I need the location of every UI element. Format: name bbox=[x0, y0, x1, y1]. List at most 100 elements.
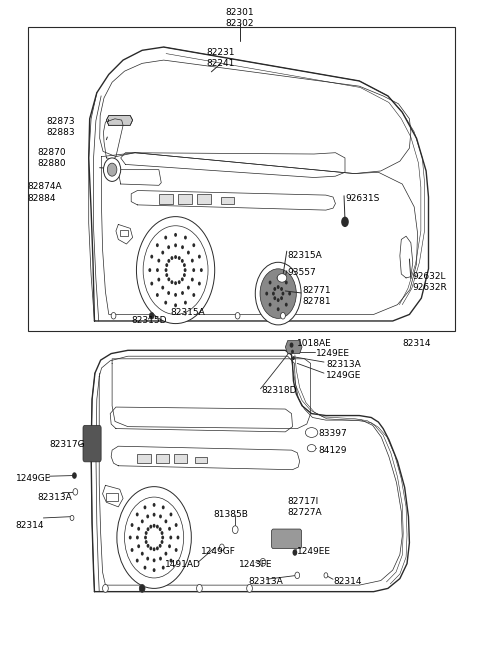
Circle shape bbox=[70, 515, 74, 521]
Circle shape bbox=[168, 259, 170, 263]
Circle shape bbox=[174, 244, 177, 248]
Circle shape bbox=[149, 312, 154, 319]
Circle shape bbox=[192, 268, 195, 272]
Circle shape bbox=[111, 312, 116, 319]
Circle shape bbox=[181, 277, 184, 281]
Circle shape bbox=[161, 540, 164, 544]
Bar bbox=[28, 28, 455, 331]
Circle shape bbox=[187, 286, 190, 290]
Circle shape bbox=[124, 497, 184, 578]
Text: 1491AD: 1491AD bbox=[165, 561, 201, 569]
Circle shape bbox=[165, 519, 168, 523]
Circle shape bbox=[139, 584, 145, 592]
Circle shape bbox=[141, 519, 144, 523]
Circle shape bbox=[146, 527, 149, 531]
FancyBboxPatch shape bbox=[83, 425, 101, 462]
Text: 82313A: 82313A bbox=[249, 577, 284, 586]
Text: 1243FE: 1243FE bbox=[239, 561, 273, 569]
Circle shape bbox=[144, 566, 146, 570]
Bar bbox=[107, 493, 118, 501]
Polygon shape bbox=[285, 341, 302, 354]
Circle shape bbox=[157, 278, 160, 282]
Circle shape bbox=[292, 356, 295, 360]
Circle shape bbox=[292, 550, 297, 556]
Circle shape bbox=[131, 523, 133, 527]
Circle shape bbox=[174, 293, 177, 297]
Circle shape bbox=[285, 280, 288, 284]
Text: 1249GE: 1249GE bbox=[16, 474, 51, 483]
Circle shape bbox=[72, 472, 77, 479]
Circle shape bbox=[175, 523, 178, 527]
Circle shape bbox=[247, 584, 252, 592]
Circle shape bbox=[136, 536, 139, 540]
Circle shape bbox=[165, 552, 168, 555]
Circle shape bbox=[295, 572, 300, 578]
Circle shape bbox=[181, 259, 184, 263]
Circle shape bbox=[269, 303, 272, 307]
Circle shape bbox=[183, 273, 186, 277]
Circle shape bbox=[174, 281, 177, 285]
FancyBboxPatch shape bbox=[272, 529, 301, 549]
Circle shape bbox=[153, 548, 156, 552]
Circle shape bbox=[169, 536, 172, 540]
Text: 1249GE: 1249GE bbox=[326, 371, 361, 381]
Circle shape bbox=[104, 158, 120, 181]
Text: 82313A: 82313A bbox=[326, 360, 360, 369]
Text: 82873
82883: 82873 82883 bbox=[47, 117, 75, 137]
Circle shape bbox=[260, 269, 296, 318]
Text: 1249EE: 1249EE bbox=[316, 349, 350, 358]
Circle shape bbox=[260, 558, 266, 566]
Circle shape bbox=[162, 566, 165, 570]
Circle shape bbox=[192, 293, 195, 297]
Text: 82314: 82314 bbox=[333, 577, 361, 586]
Circle shape bbox=[291, 350, 294, 354]
Circle shape bbox=[274, 287, 276, 291]
Circle shape bbox=[136, 559, 139, 563]
Polygon shape bbox=[107, 115, 132, 125]
Circle shape bbox=[269, 280, 272, 284]
Circle shape bbox=[131, 548, 133, 552]
Circle shape bbox=[150, 255, 153, 259]
Circle shape bbox=[141, 552, 144, 555]
Circle shape bbox=[153, 524, 156, 528]
Circle shape bbox=[162, 506, 165, 510]
Circle shape bbox=[167, 291, 170, 295]
Circle shape bbox=[161, 286, 164, 290]
Circle shape bbox=[165, 268, 168, 272]
Ellipse shape bbox=[305, 428, 318, 438]
Bar bbox=[159, 194, 173, 204]
Circle shape bbox=[165, 263, 168, 267]
Circle shape bbox=[255, 262, 301, 325]
Circle shape bbox=[143, 226, 208, 314]
Circle shape bbox=[280, 287, 283, 291]
Text: 82717I
82727A: 82717I 82727A bbox=[288, 496, 323, 517]
Circle shape bbox=[181, 245, 184, 249]
Circle shape bbox=[289, 343, 293, 348]
Circle shape bbox=[281, 312, 285, 319]
Bar bbox=[195, 457, 207, 463]
Circle shape bbox=[156, 243, 159, 247]
Circle shape bbox=[153, 513, 156, 517]
Circle shape bbox=[149, 546, 152, 550]
Bar bbox=[178, 194, 192, 204]
Text: 82771
82781: 82771 82781 bbox=[302, 286, 331, 307]
Text: 92632L
92632R: 92632L 92632R bbox=[413, 272, 447, 292]
Text: 82315A: 82315A bbox=[170, 308, 205, 317]
Text: 82315A: 82315A bbox=[288, 251, 323, 259]
Circle shape bbox=[145, 531, 147, 535]
Circle shape bbox=[164, 301, 167, 305]
Circle shape bbox=[277, 285, 280, 289]
Circle shape bbox=[184, 268, 187, 272]
Circle shape bbox=[146, 557, 149, 561]
Circle shape bbox=[145, 540, 147, 544]
Circle shape bbox=[161, 251, 164, 255]
Circle shape bbox=[198, 282, 201, 286]
Circle shape bbox=[161, 531, 164, 535]
Circle shape bbox=[165, 273, 168, 277]
Text: 93557: 93557 bbox=[288, 267, 316, 276]
Circle shape bbox=[341, 217, 349, 227]
Circle shape bbox=[156, 268, 159, 272]
Text: 82874A
82884: 82874A 82884 bbox=[28, 183, 62, 202]
Circle shape bbox=[191, 278, 194, 282]
Circle shape bbox=[285, 303, 288, 307]
